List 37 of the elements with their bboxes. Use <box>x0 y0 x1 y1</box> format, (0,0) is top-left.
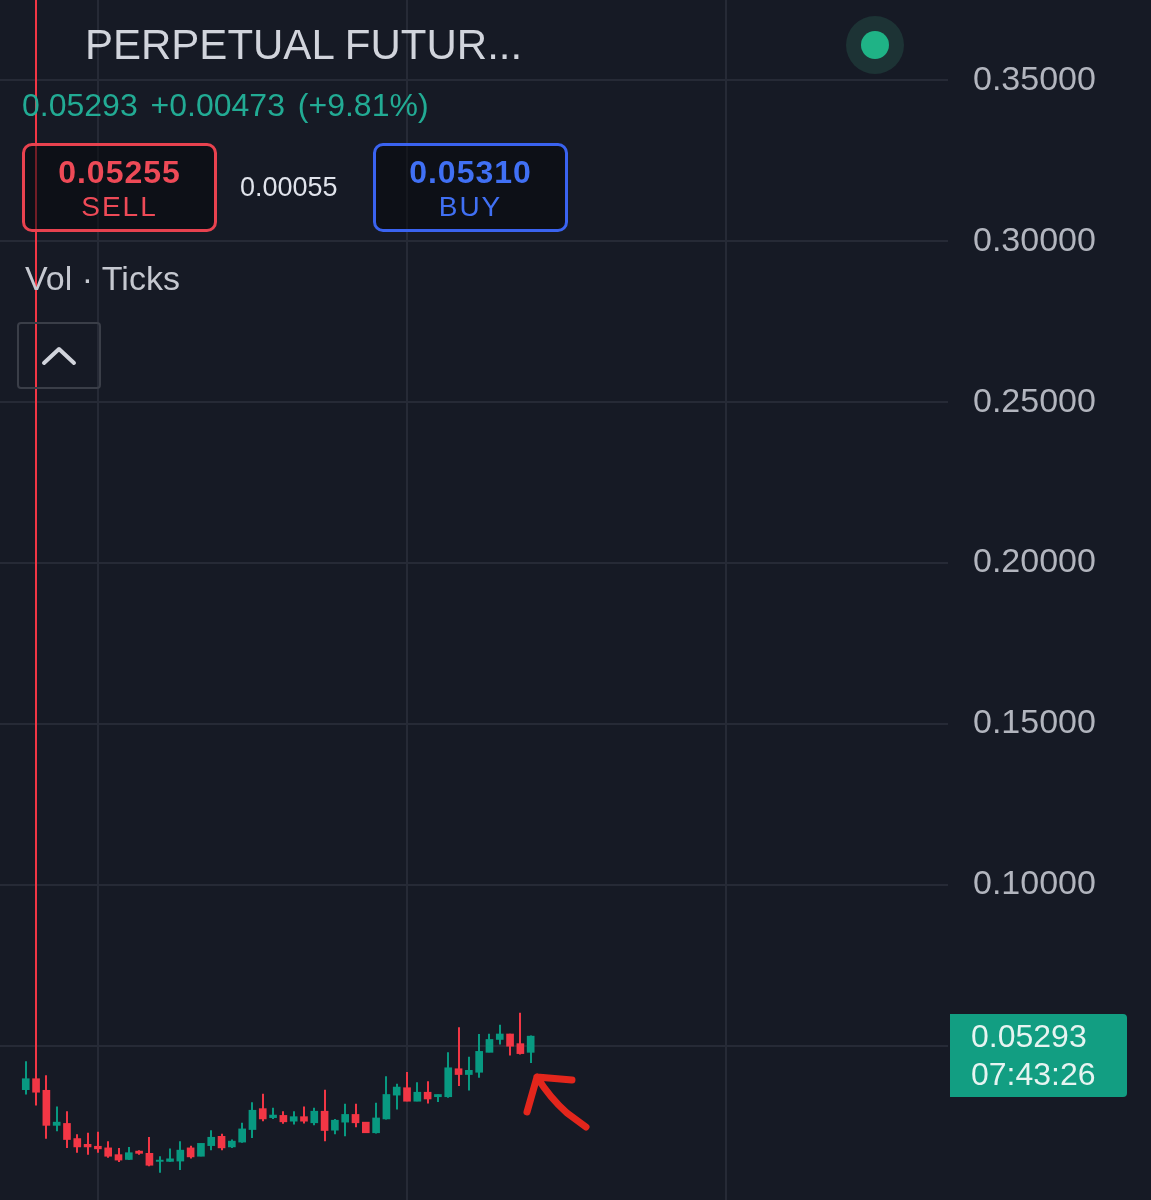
candlestick <box>475 1032 483 1079</box>
candlestick <box>454 1026 463 1088</box>
y-tick-label: 0.25000 <box>973 380 1096 419</box>
candlestick <box>248 1101 257 1139</box>
candlestick <box>145 1135 154 1168</box>
annotation: 0.05310 BUY <box>409 152 532 223</box>
annotation: 0.00055 <box>240 172 338 204</box>
candlestick <box>155 1155 164 1174</box>
candlestick <box>73 1133 82 1154</box>
text: 0.05293 07:43:26 <box>950 1014 1127 1098</box>
candlestick <box>207 1129 216 1152</box>
candlestick <box>21 1060 30 1096</box>
candlestick <box>176 1140 185 1172</box>
candlestick <box>526 1034 535 1064</box>
candlestick <box>258 1092 267 1123</box>
candlestick <box>238 1121 246 1144</box>
candlestick <box>341 1102 350 1138</box>
candlestick <box>465 1055 473 1092</box>
candlestick <box>320 1088 329 1143</box>
y-tick-label: 0.10000 <box>973 863 1096 902</box>
candlestick <box>495 1023 504 1046</box>
candlestick <box>372 1101 380 1135</box>
annotation: 0.05255 SELL <box>58 152 181 223</box>
candlestick <box>392 1082 401 1111</box>
y-tick-label: 0.15000 <box>973 702 1096 741</box>
y-tick-label: 0.30000 <box>973 219 1096 258</box>
candlestick <box>403 1070 411 1103</box>
candlestick <box>351 1102 360 1129</box>
y-tick-label: 0.35000 <box>973 58 1096 97</box>
candlestick <box>485 1032 494 1054</box>
candlestick <box>52 1105 61 1133</box>
text: PERPETUAL FUTUR... <box>85 21 523 70</box>
candlestick <box>516 1011 525 1056</box>
candlestick <box>94 1130 102 1154</box>
candlestick <box>413 1081 422 1103</box>
y-tick-label: 0.20000 <box>973 541 1096 580</box>
candlestick <box>63 1110 71 1149</box>
